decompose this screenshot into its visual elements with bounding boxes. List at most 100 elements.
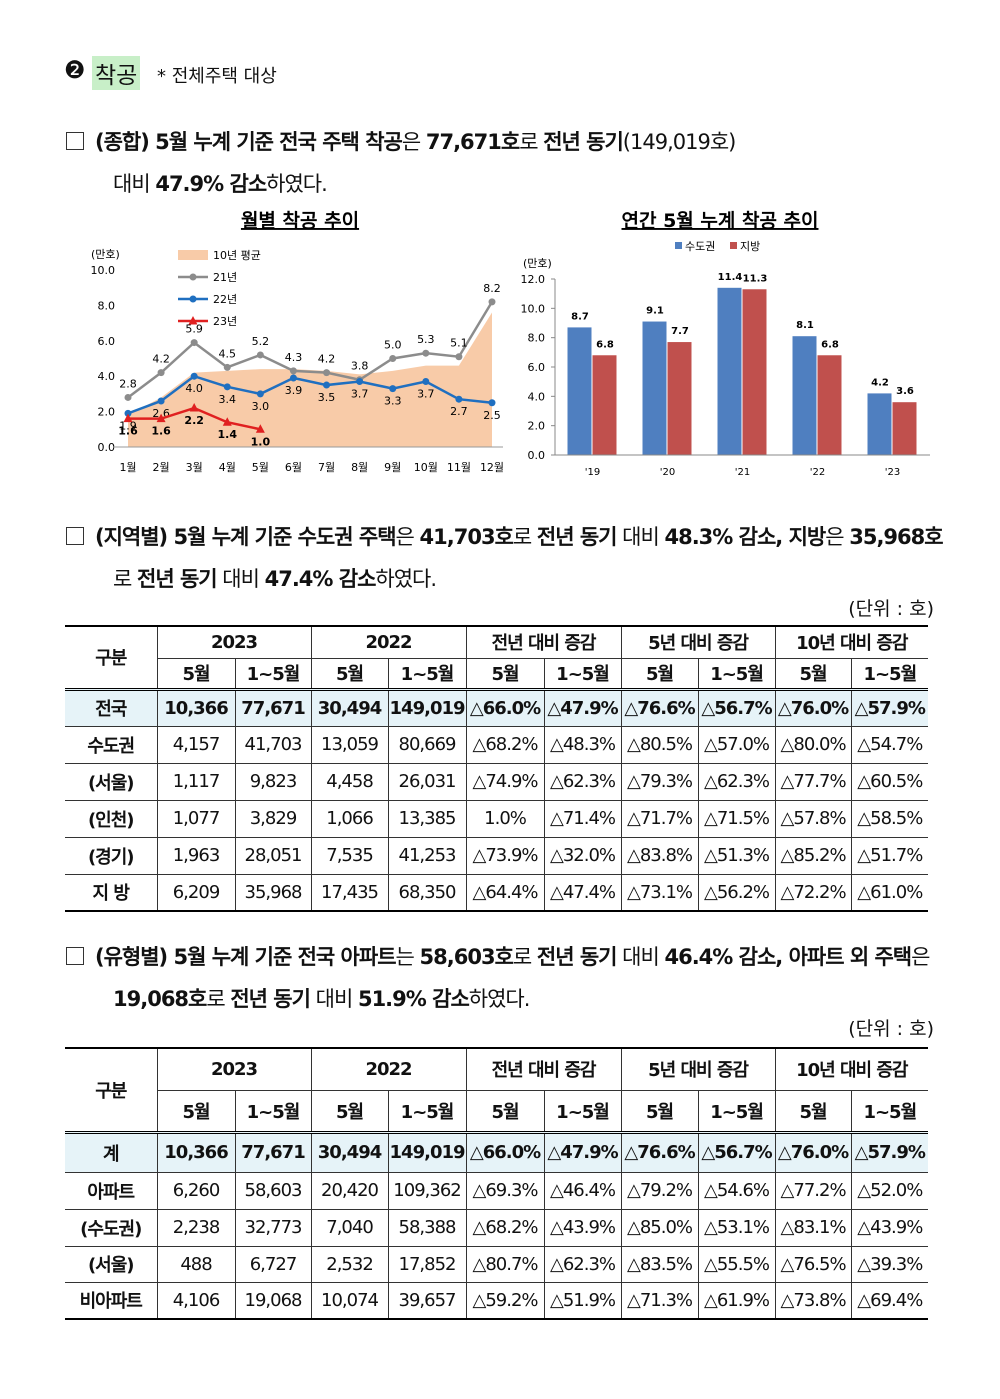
table-cell: 4,106 <box>156 1281 236 1320</box>
data-label: 8.7 <box>571 311 589 322</box>
bar <box>717 287 742 455</box>
legend-label: 21년 <box>213 271 237 284</box>
text-run: 47.4% 감소 <box>264 567 377 591</box>
table-cell: 30,494 <box>310 687 389 727</box>
text-run: 41,703호 <box>419 525 514 549</box>
x-tick-label: 1월 <box>119 461 136 474</box>
header-cell: 5월 <box>465 1089 545 1133</box>
data-label: 3.3 <box>384 395 402 408</box>
table-cell: △73.1% <box>620 873 699 912</box>
table-cell: △58.5% <box>850 799 929 838</box>
checkbox <box>66 947 84 965</box>
y-tick-label: 6.0 <box>528 361 546 374</box>
table-cell: △52.0% <box>850 1171 929 1210</box>
text-run: 대비 <box>616 525 665 549</box>
text-run: (지역별) 5월 누계 기준 수도권 주택 <box>95 525 397 549</box>
row-header: 계 <box>65 1130 158 1173</box>
table-cell: △71.3% <box>620 1281 699 1320</box>
table-cell: 41,253 <box>387 836 467 875</box>
row-header: (서울) <box>65 762 158 801</box>
marker <box>223 383 231 391</box>
table-cell: △47.9% <box>543 687 622 727</box>
table-cell: △66.0% <box>465 687 545 727</box>
row-header: 지 방 <box>65 873 158 912</box>
table-cell: △62.3% <box>697 762 776 801</box>
y-tick-label: 8.0 <box>98 299 116 312</box>
table-cell: △83.8% <box>620 836 699 875</box>
header-row: 5월 1~5월 5월 1~5월 5월 1~5월 5월 1~5월 5월 1~5월 <box>65 1089 929 1133</box>
row-header: 전국 <box>65 687 158 727</box>
text-run: 하였다. <box>266 172 328 196</box>
text-run: 로 <box>113 567 137 591</box>
y-tick-label: 2.0 <box>528 420 546 433</box>
header-cell: 5월 <box>620 657 699 690</box>
y-tick-label: 4.0 <box>528 390 546 403</box>
x-tick-label: '23 <box>885 467 900 478</box>
legend-label: 23년 <box>213 315 237 328</box>
row-header: (수도권) <box>65 1208 158 1247</box>
table-cell: 58,603 <box>234 1171 312 1210</box>
table-cell: 17,435 <box>310 873 389 912</box>
y-tick-label: 4.0 <box>98 370 116 383</box>
table-cell: 28,051 <box>234 836 312 875</box>
table-cell: △76.0% <box>774 687 852 727</box>
table-cell: 19,068 <box>234 1281 312 1320</box>
x-tick-label: 3월 <box>186 461 203 474</box>
legend-label: 10년 평균 <box>213 249 261 262</box>
y-tick-label: 12.0 <box>521 273 546 286</box>
table-cell: △77.2% <box>774 1171 852 1210</box>
marker <box>422 378 430 386</box>
header-cell: 10년 대비 증감 <box>774 625 929 659</box>
header-cell: 1~5월 <box>697 657 776 690</box>
table-row: (서울) 1,117 9,823 4,458 26,031 △74.9% △62.3% △79… <box>65 762 929 801</box>
legend-swatch <box>730 242 737 249</box>
header-cell: 5년 대비 증감 <box>620 1047 776 1091</box>
header-cell: 1~5월 <box>234 657 312 690</box>
legend-label: 수도권 <box>685 240 715 253</box>
table-cell: △76.6% <box>620 687 699 727</box>
legend-marker <box>188 316 198 325</box>
header-cell: 1~5월 <box>543 657 622 690</box>
table-cell: △85.2% <box>774 836 852 875</box>
table-cell: △51.9% <box>543 1281 622 1320</box>
table-cell: 4,458 <box>310 762 389 801</box>
text-run: 는 <box>395 945 420 969</box>
bar <box>892 402 917 455</box>
marker <box>488 298 496 306</box>
marker <box>124 409 132 417</box>
text-run: 로 <box>512 525 537 549</box>
table-cell: △61.9% <box>697 1281 776 1320</box>
bar <box>567 327 592 455</box>
table-cell: 13,059 <box>310 725 389 764</box>
table-cell: △80.5% <box>620 725 699 764</box>
table-row: 계 10,366 77,671 30,494 149,019 △66.0% △47.9% △7… <box>65 1130 929 1173</box>
text-run: 전년 동기 <box>543 130 624 154</box>
table-cell: 9,823 <box>234 762 312 801</box>
row-header: 아파트 <box>65 1171 158 1210</box>
table-cell: 488 <box>156 1245 236 1283</box>
table-cell: △62.3% <box>543 1245 622 1283</box>
marker <box>190 372 198 380</box>
data-label: 5.1 <box>450 337 468 350</box>
table-cell: 17,852 <box>387 1245 467 1283</box>
text-run: 35,968호 <box>849 525 943 549</box>
data-label: 11.3 <box>743 273 768 284</box>
data-label: 2.5 <box>483 409 501 422</box>
area <box>128 312 492 447</box>
marker <box>124 393 132 401</box>
data-label: 2.8 <box>119 377 137 390</box>
table-cell: 6,209 <box>156 873 236 912</box>
header-cell: 5년 대비 증감 <box>620 625 776 659</box>
header-row: 구분 2023 2022 전년 대비 증감 5년 대비 증감 10년 대비 증감 <box>65 1047 929 1133</box>
table-cell: △68.2% <box>465 1208 545 1247</box>
table-cell: 109,362 <box>387 1171 467 1210</box>
header-cell: 5월 <box>310 657 389 690</box>
header-cell: 5월 <box>157 1089 236 1133</box>
table-cell: △56.2% <box>697 873 776 912</box>
marker <box>157 397 165 405</box>
x-tick-label: 2월 <box>153 461 170 474</box>
paragraph-line: (종합) 5월 누계 기준 전국 주택 착공은 77,671호로 전년 동기(1… <box>95 126 736 156</box>
marker <box>157 369 165 377</box>
row-header: (인천) <box>65 799 158 838</box>
table-cell: △59.2% <box>465 1281 545 1320</box>
